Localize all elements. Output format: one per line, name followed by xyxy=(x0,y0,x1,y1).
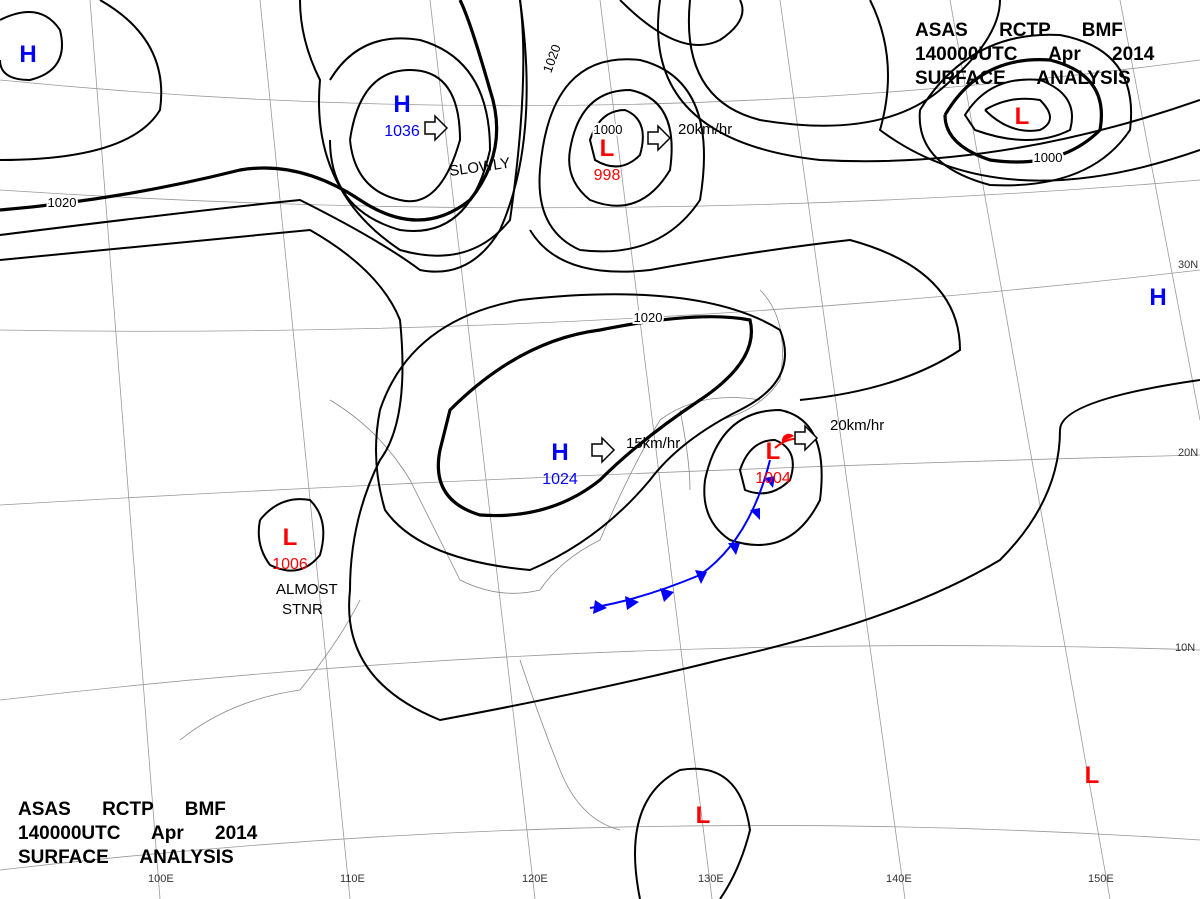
latitude-label: 30N xyxy=(1178,259,1198,271)
system-letter: H xyxy=(19,41,36,68)
system-letter: L xyxy=(766,438,781,465)
longitude-label: 150E xyxy=(1088,873,1114,885)
isobar-label: 1020 xyxy=(634,310,663,325)
system-letter: L xyxy=(696,802,711,829)
longitude-label: 140E xyxy=(886,873,912,885)
header-line: 140000UTC Apr 2014 xyxy=(18,823,258,844)
header-line: ASAS RCTP BMF xyxy=(915,20,1123,41)
motion-arrows xyxy=(424,114,819,464)
isobar-label: 1000 xyxy=(594,122,623,137)
system-letter: L xyxy=(600,135,615,162)
system-letter: L xyxy=(1015,103,1030,130)
longitude-label: 120E xyxy=(522,873,548,885)
motion-label: ALMOST xyxy=(276,581,338,598)
system-letter: H xyxy=(1149,284,1166,311)
system-letter: H xyxy=(551,439,568,466)
longitude-label: 110E xyxy=(340,873,365,885)
system-pressure: 998 xyxy=(594,167,621,184)
header-line: ASAS RCTP BMF xyxy=(18,799,226,820)
system-pressure: 1006 xyxy=(272,556,308,573)
coastline xyxy=(179,289,783,831)
longitude-label: 130E xyxy=(698,873,724,885)
system-pressure: 1004 xyxy=(755,470,791,487)
motion-label: 20km/hr xyxy=(678,121,732,138)
header-line: SURFACE ANALYSIS xyxy=(18,847,234,868)
motion-label: 15km/hr xyxy=(626,435,680,452)
labels: ASAS RCTP BMF 140000UTC Apr 2014 SURFACE A… xyxy=(18,20,1198,885)
latitude-label: 20N xyxy=(1178,447,1198,459)
latitude-label: 10N xyxy=(1175,642,1195,654)
longitude-label: 100E xyxy=(148,873,174,885)
motion-label: 20km/hr xyxy=(830,417,884,434)
front xyxy=(589,433,816,614)
motion-label: STNR xyxy=(282,601,323,618)
system-pressure: 1024 xyxy=(542,471,578,488)
system-letter: L xyxy=(283,524,298,551)
isobar-label: 1000 xyxy=(1034,150,1063,165)
isobar-label: 1020 xyxy=(48,195,77,210)
header-line: 140000UTC Apr 2014 xyxy=(915,44,1155,65)
system-letter: H xyxy=(393,91,410,118)
header-line: SURFACE ANALYSIS xyxy=(915,68,1131,89)
system-pressure: 1036 xyxy=(384,123,420,140)
system-letter: L xyxy=(1085,762,1100,789)
